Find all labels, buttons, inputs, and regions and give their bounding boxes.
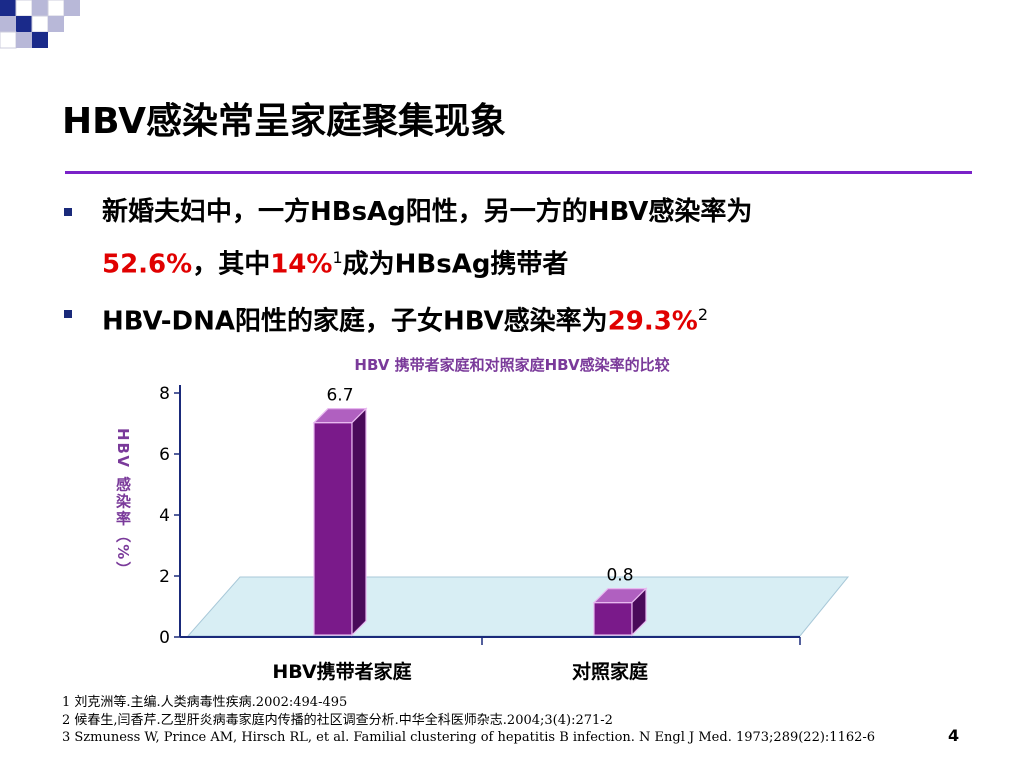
highlight-value: 29.3% <box>607 306 698 337</box>
corner-decoration <box>0 0 80 49</box>
bar-side <box>631 587 647 637</box>
highlight-value: 14% <box>270 249 333 280</box>
bullet-text: HBV-DNA阳性的家庭，子女HBV感染率为 <box>102 306 608 337</box>
bar <box>593 601 633 636</box>
y-tick-label: 4 <box>159 506 170 526</box>
footnote-ref: 2 <box>697 304 709 324</box>
reference-item: 3 Szmuness W, Prince AM, Hirsch RL, et a… <box>62 730 876 745</box>
slide-title: HBV感染常呈家庭聚集现象 <box>62 101 506 142</box>
bullet-text: ，其中 <box>192 249 271 280</box>
page-number: 4 <box>948 726 960 745</box>
footnote-ref: 1 <box>332 248 343 267</box>
bullet-text: 成为HBsAg携带者 <box>342 249 569 280</box>
bullet-list: 新婚夫妇中，一方HBsAg阳性，另一方的HBV感染率为 52.6%，其中14%1… <box>60 190 960 348</box>
y-tick-label: 2 <box>159 567 170 587</box>
y-tick-label: 8 <box>159 384 170 404</box>
y-axis-label: HBV 感染率（%） <box>114 428 132 579</box>
y-tick-label: 0 <box>159 628 170 648</box>
chart-title: HBV 携带者家庭和对照家庭HBV感染率的比较 <box>354 356 670 374</box>
x-tick-label: HBV携带者家庭 <box>272 660 411 683</box>
title-divider <box>65 171 972 174</box>
bullet-line: 52.6%，其中14%1成为HBsAg携带者 <box>102 235 960 288</box>
bullet-line: 新婚夫妇中，一方HBsAg阳性，另一方的HBV感染率为 <box>102 197 753 227</box>
chart-floor <box>186 576 850 637</box>
reference-item: 2 候春生,闫香芹.乙型肝炎病毒家庭内传播的社区调查分析.中华全科医师杂志.20… <box>62 712 613 728</box>
bar-side <box>351 407 367 637</box>
x-tick-label: 对照家庭 <box>572 660 648 683</box>
bullet-item: 新婚夫妇中，一方HBsAg阳性，另一方的HBV感染率为 52.6%，其中14%1… <box>60 190 960 288</box>
data-label: 0.8 <box>606 566 633 586</box>
bar <box>313 422 353 636</box>
bullet-square-icon <box>64 208 72 216</box>
reference-item: 1 刘克洲等.主编.人类病毒性疾病.2002:494-495 <box>62 695 348 710</box>
bullet-item: HBV-DNA阳性的家庭，子女HBV感染率为29.3%2 <box>60 292 960 345</box>
highlight-value: 52.6% <box>102 249 193 280</box>
bullet-square-icon <box>64 309 72 318</box>
data-label: 6.7 <box>326 386 353 406</box>
y-tick-label: 6 <box>159 445 170 465</box>
references: 1 刘克洲等.主编.人类病毒性疾病.2002:494-495 2 候春生,闫香芹… <box>62 694 875 747</box>
